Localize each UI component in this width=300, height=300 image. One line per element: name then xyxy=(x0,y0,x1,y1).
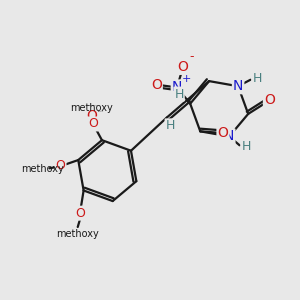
Text: methoxy: methoxy xyxy=(92,105,98,106)
Text: methoxy: methoxy xyxy=(98,111,104,112)
Text: -: - xyxy=(190,50,194,63)
Text: O: O xyxy=(264,93,275,107)
Text: O: O xyxy=(177,60,188,74)
Text: H: H xyxy=(174,88,184,100)
Text: H: H xyxy=(252,72,262,85)
Text: O: O xyxy=(56,159,65,172)
Text: H: H xyxy=(242,140,251,153)
Text: methoxy: methoxy xyxy=(88,105,95,106)
Text: O: O xyxy=(218,126,228,140)
Text: O: O xyxy=(151,78,162,92)
Text: N: N xyxy=(224,129,235,143)
Text: N: N xyxy=(172,80,182,94)
Text: N: N xyxy=(233,79,243,93)
Text: methoxy: methoxy xyxy=(21,164,63,174)
Text: methoxy: methoxy xyxy=(70,103,113,113)
Text: methoxy: methoxy xyxy=(56,229,99,239)
Text: O: O xyxy=(88,118,98,130)
Text: O: O xyxy=(76,207,85,220)
Text: O: O xyxy=(86,109,97,123)
Text: H: H xyxy=(166,119,175,132)
Text: +: + xyxy=(182,74,191,84)
